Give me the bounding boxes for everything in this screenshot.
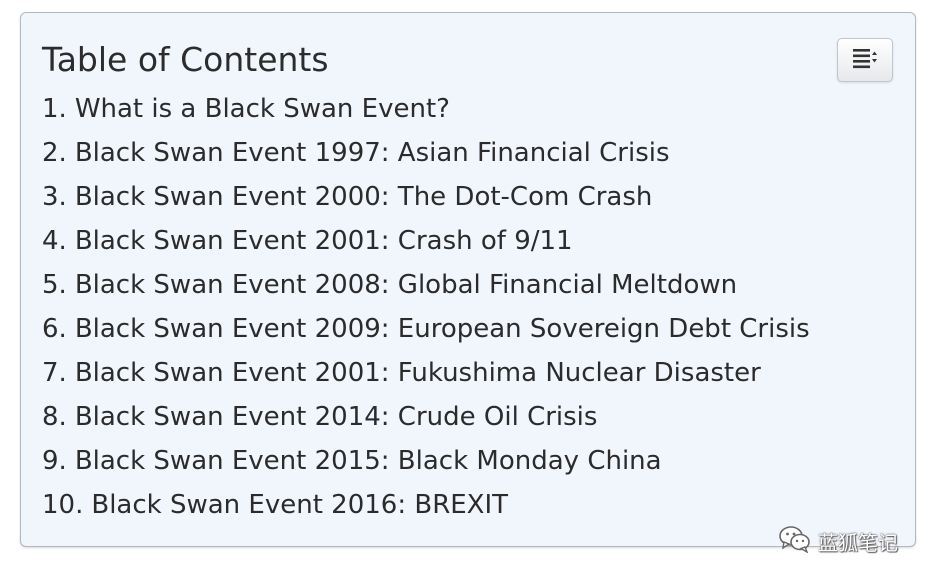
- toc-link-4[interactable]: 4. Black Swan Event 2001: Crash of 9/11: [42, 219, 810, 263]
- toc-item-number: 1.: [42, 94, 67, 124]
- toc-item-number: 10.: [42, 490, 84, 520]
- toc-link-9[interactable]: 9. Black Swan Event 2015: Black Monday Ch…: [42, 439, 810, 483]
- toc-item-text: Black Swan Event 2001: Fukushima Nuclear…: [74, 358, 761, 388]
- toc-link-8[interactable]: 8. Black Swan Event 2014: Crude Oil Crisi…: [42, 395, 810, 439]
- toc-link-6[interactable]: 6. Black Swan Event 2009: European Sovere…: [42, 307, 810, 351]
- watermark-text: 蓝狐笔记: [818, 531, 898, 555]
- toc-item-text: Black Swan Event 2009: European Sovereig…: [74, 314, 810, 344]
- toc-link-10[interactable]: 10. Black Swan Event 2016: BREXIT: [42, 483, 810, 527]
- toc-item-text: Black Swan Event 2001: Crash of 9/11: [74, 226, 573, 256]
- toc-item-text: Black Swan Event 2008: Global Financial …: [74, 270, 738, 300]
- list-toggle-icon: [851, 47, 879, 74]
- toc-item-number: 4.: [42, 226, 67, 256]
- toc-link-2[interactable]: 2. Black Swan Event 1997: Asian Financial…: [42, 131, 810, 175]
- toc-item-number: 2.: [42, 138, 67, 168]
- toc-item-text: Black Swan Event 2016: BREXIT: [91, 490, 509, 520]
- toc-link-3[interactable]: 3. Black Swan Event 2000: The Dot-Com Cra…: [42, 175, 810, 219]
- toc-item-text: Black Swan Event 2014: Crude Oil Crisis: [74, 402, 598, 432]
- toc-item-number: 3.: [42, 182, 67, 212]
- toc-item-number: 8.: [42, 402, 67, 432]
- toc-link-1[interactable]: 1. What is a Black Swan Event?: [42, 87, 810, 131]
- toc-item-text: Black Swan Event 2000: The Dot-Com Crash: [74, 182, 653, 212]
- toc-list: 1. What is a Black Swan Event? 2. Black Sw…: [42, 87, 810, 527]
- toc-item-number: 9.: [42, 446, 67, 476]
- toc-item-text: Black Swan Event 2015: Black Monday Chin…: [74, 446, 662, 476]
- toc-item-text: Black Swan Event 1997: Asian Financial C…: [74, 138, 670, 168]
- toc-link-5[interactable]: 5. Black Swan Event 2008: Global Financia…: [42, 263, 810, 307]
- toc-item-text: What is a Black Swan Event?: [74, 94, 450, 124]
- toc-item-number: 7.: [42, 358, 67, 388]
- table-of-contents: Table of Contents 1. What is a Black Swan…: [20, 12, 916, 547]
- watermark: 蓝狐笔记: [778, 525, 898, 558]
- toc-title: Table of Contents: [42, 40, 329, 79]
- wechat-icon: [778, 525, 812, 558]
- toc-toggle-button[interactable]: [837, 38, 893, 82]
- toc-item-number: 6.: [42, 314, 67, 344]
- toc-link-7[interactable]: 7. Black Swan Event 2001: Fukushima Nucle…: [42, 351, 810, 395]
- toc-item-number: 5.: [42, 270, 67, 300]
